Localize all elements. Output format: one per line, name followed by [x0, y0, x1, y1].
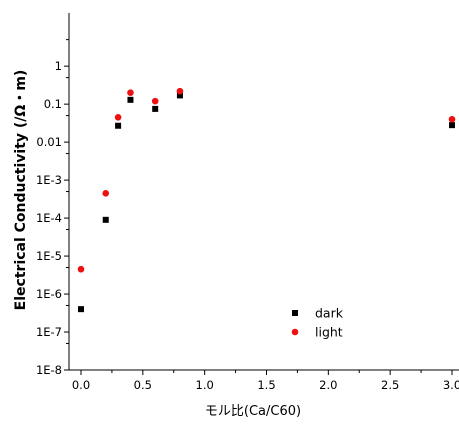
dark-point	[115, 123, 121, 129]
y-tick-label: 1	[55, 59, 62, 73]
legend-label: dark	[315, 306, 344, 321]
dark-point	[152, 106, 158, 112]
y-tick-label: 0.1	[44, 97, 62, 111]
y-tick-label: 0.01	[36, 135, 62, 149]
y-tick-label: 1E-7	[36, 325, 62, 339]
data-points	[78, 88, 456, 312]
x-tick-label: 1.5	[257, 378, 275, 392]
y-tick-label: 1E-5	[36, 249, 62, 263]
light-point	[78, 266, 85, 273]
light-point	[449, 116, 456, 123]
y-tick-label: 1E-8	[36, 363, 62, 377]
dark-point	[103, 217, 109, 223]
light-point	[127, 89, 134, 96]
x-tick-label: 2.0	[319, 378, 337, 392]
x-tick-label: 2.5	[381, 378, 399, 392]
axes	[69, 13, 459, 370]
x-tick-label: 0.5	[134, 378, 152, 392]
dark-point	[449, 122, 455, 128]
legend-marker-light	[292, 329, 299, 336]
y-tick-label: 1E-3	[36, 173, 62, 187]
y-tick-label: 1E-4	[36, 211, 62, 225]
y-tick-label: 1E-6	[36, 287, 62, 301]
y-axis-label: Electrical Conductivity (/Ω・m)	[13, 70, 29, 311]
legend: dark light	[292, 306, 344, 340]
x-tick-label: 0.0	[72, 378, 90, 392]
light-point	[102, 190, 109, 197]
legend-marker-dark	[292, 310, 298, 316]
x-tick-label: 1.0	[196, 378, 214, 392]
x-axis-label: モル比(Ca/C60)	[205, 404, 301, 419]
dark-point	[78, 306, 84, 312]
dark-point	[127, 97, 133, 103]
light-point	[177, 88, 184, 95]
light-point	[115, 114, 122, 121]
x-tick-label: 3.0	[443, 378, 459, 392]
ticks: 1E-8 1E-7 1E-6 1E-5 1E-4 1E-3 0.01 0.1 1 0.0 0.5 1.…	[36, 40, 459, 392]
legend-label: light	[315, 325, 343, 340]
light-point	[152, 98, 159, 105]
